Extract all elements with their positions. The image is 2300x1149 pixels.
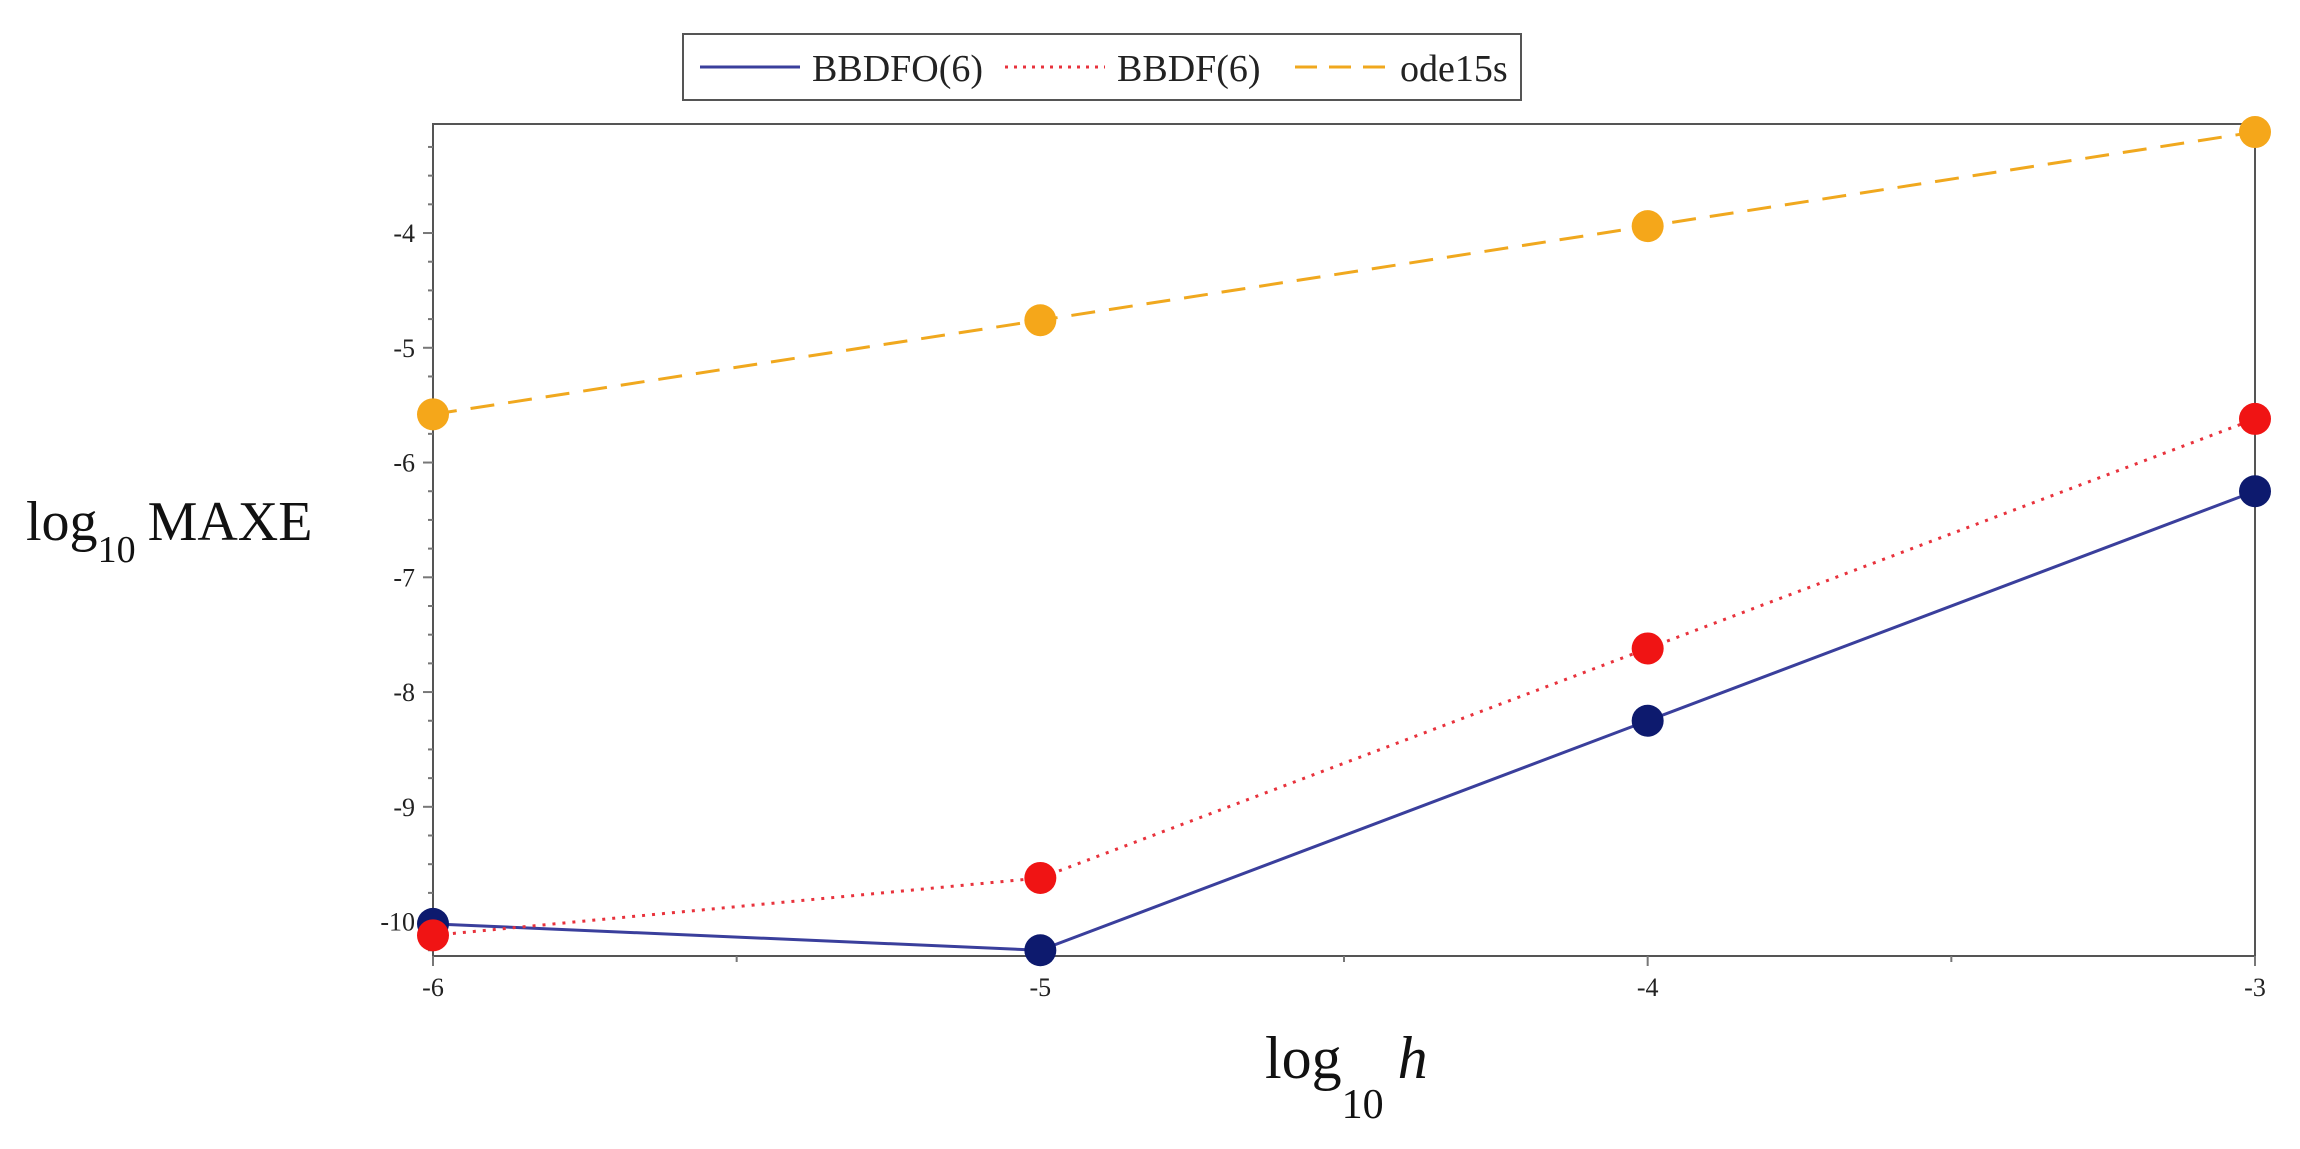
- x-axis-ticks: -6 -5 -4 -3: [422, 956, 2266, 1002]
- series-2-point: [417, 398, 449, 431]
- y-tick-label: -4: [393, 219, 415, 248]
- legend-label-ode15s: ode15s: [1400, 48, 1508, 90]
- legend: BBDFO(6) BBDF(6) ode15s: [682, 33, 1522, 101]
- y-axis-label: log10 MAXE: [26, 491, 312, 571]
- x-tick-label: -5: [1029, 973, 1051, 1002]
- y-tick-label: -8: [393, 678, 415, 707]
- series-1-point: [2239, 402, 2271, 435]
- x-axis-label: log10 h: [1265, 1025, 1428, 1128]
- series-lines: [432, 130, 2256, 952]
- x-axis-label-var: h: [1398, 1025, 1428, 1091]
- series-line-1: [432, 417, 2256, 937]
- series-1-point: [1024, 861, 1057, 894]
- series-markers: [417, 116, 2271, 967]
- series-1-point: [417, 919, 449, 952]
- x-axis-label-log: log: [1265, 1025, 1342, 1091]
- y-axis-label-sub: 10: [98, 529, 136, 571]
- series-2-point: [1631, 210, 1664, 243]
- series-2-point: [1024, 304, 1057, 337]
- x-tick-label: -6: [422, 973, 444, 1002]
- y-tick-label: -5: [393, 334, 415, 363]
- y-tick-label: -10: [380, 908, 415, 937]
- series-0-point: [1631, 704, 1664, 737]
- legend-label-bbdfo: BBDFO(6): [812, 48, 983, 90]
- series-2-point: [2239, 116, 2271, 149]
- y-axis-label-log: log: [26, 491, 98, 553]
- y-tick-label: -9: [393, 793, 415, 822]
- legend-box: [682, 33, 1522, 101]
- series-1-point: [1631, 632, 1664, 665]
- y-axis-ticks: -4 -5 -6 -7 -8 -9 -10: [380, 145, 433, 952]
- series-line-2: [432, 130, 2256, 416]
- series-0-point: [2239, 475, 2271, 508]
- x-axis-label-sub: 10: [1342, 1082, 1384, 1128]
- series-line-0: [432, 489, 2256, 952]
- x-tick-label: -3: [2244, 973, 2266, 1002]
- x-tick-label: -4: [1637, 973, 1659, 1002]
- y-axis-label-var: MAXE: [148, 491, 313, 553]
- series-0-point: [1024, 934, 1057, 967]
- y-tick-label: -6: [393, 449, 415, 478]
- plot-frame: [432, 123, 2256, 957]
- legend-label-bbdf: BBDF(6): [1117, 48, 1261, 90]
- y-tick-label: -7: [393, 563, 415, 592]
